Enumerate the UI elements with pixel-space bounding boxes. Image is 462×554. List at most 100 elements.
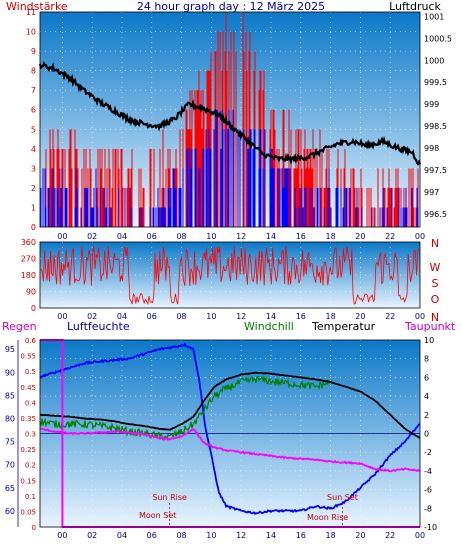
compass-label: N (431, 237, 439, 250)
right-tick-label: 996.5 (424, 210, 447, 219)
temp-tick-label: -10 (424, 523, 437, 532)
rain-tick-label: 0.1 (25, 493, 36, 501)
wind-direction-series (40, 245, 420, 306)
x-tick-label: 10 (206, 531, 216, 540)
x-tick-label: 00 (57, 531, 67, 540)
left-tick-label: 2 (31, 184, 36, 193)
x-tick-label: 10 (206, 232, 216, 241)
x-tick-label: 14 (266, 232, 276, 241)
x-tick-label: 20 (355, 232, 365, 241)
left-tick-label: 8 (31, 67, 36, 76)
annotation-label: Sun Rise (152, 493, 187, 502)
y-tick-label: 180 (21, 271, 36, 280)
humidity-tick-label: 85 (5, 391, 15, 400)
header-title: 24 hour graph day : 12 März 2025 (137, 0, 325, 13)
right-tick-label: 999 (424, 100, 439, 109)
annotation-label: Moon Rise (307, 513, 348, 522)
x-tick-label: 00 (57, 312, 67, 321)
windchill-series (39, 375, 331, 441)
humidity-tick-label: 70 (5, 461, 15, 470)
rain-tick-label: 0.05 (20, 508, 36, 516)
left-tick-label: 0 (31, 223, 36, 232)
x-tick-label: 02 (87, 531, 97, 540)
y-tick-label: 0 (31, 304, 36, 313)
compass-label: N (431, 311, 439, 324)
x-tick-label: 16 (296, 232, 306, 241)
x-tick-label: 12 (236, 531, 246, 540)
x-tick-label: 22 (385, 232, 395, 241)
x-tick-label: 14 (266, 531, 276, 540)
right-tick-label: 999.5 (424, 78, 447, 87)
temp-tick-label: -4 (424, 467, 432, 476)
left-tick-label: 7 (31, 86, 36, 95)
x-tick-label: 20 (355, 312, 365, 321)
rain-tick-label: 0.55 (20, 353, 36, 361)
legend-temperatur: Temperatur (311, 320, 376, 333)
temp-tick-label: 4 (424, 392, 429, 401)
temp-tick-label: -8 (424, 504, 432, 513)
left-tick-label: 1 (31, 203, 36, 212)
humidity-tick-label: 90 (5, 368, 15, 377)
wind-pressure-frame (39, 11, 421, 228)
rain-tick-label: 0 (32, 524, 36, 532)
x-tick-label: 16 (296, 531, 306, 540)
compass-label: W (430, 261, 441, 274)
x-tick-label: 04 (117, 531, 127, 540)
temp-humidity-frame (39, 339, 421, 528)
rain-tick-label: 0.3 (25, 431, 36, 439)
x-tick-label: 08 (176, 312, 186, 321)
temp-tick-label: -6 (424, 486, 432, 495)
left-tick-label: 5 (31, 125, 36, 134)
legend-luftfeuchte: Luftfeuchte (67, 320, 130, 333)
x-tick-label: 06 (147, 232, 157, 241)
y-tick-label: 270 (21, 255, 36, 264)
rain-tick-label: 0.15 (20, 477, 36, 485)
wind-direction-line (40, 245, 420, 306)
x-tick-label: 12 (236, 232, 246, 241)
temp-tick-label: 10 (424, 336, 434, 345)
x-tick-label: 00 (57, 232, 67, 241)
dewpoint-series (39, 427, 421, 473)
temp-tick-label: 0 (424, 430, 429, 439)
left-tick-label: 11 (26, 8, 36, 17)
left-tick-label: 9 (31, 47, 36, 56)
y-tick-label: 90 (26, 288, 36, 297)
x-tick-label: 08 (176, 531, 186, 540)
x-tick-label: 10 (206, 312, 216, 321)
right-tick-label: 998.5 (424, 122, 447, 131)
annotation-label: Moon Set (139, 511, 176, 520)
x-tick-label: 02 (87, 312, 97, 321)
x-tick-label: 00 (415, 312, 425, 321)
x-tick-label: 18 (325, 531, 335, 540)
x-tick-label: 06 (147, 312, 157, 321)
wind-direction-frame (39, 241, 421, 309)
x-tick-label: 20 (355, 531, 365, 540)
x-tick-label: 14 (266, 312, 276, 321)
wind-bars (40, 12, 419, 227)
compass-label: S (432, 277, 439, 290)
temp-tick-label: 2 (424, 411, 429, 420)
rain-tick-label: 0.6 (25, 337, 37, 345)
left-tick-label: 4 (31, 145, 36, 154)
x-tick-label: 04 (117, 232, 127, 241)
left-tick-label: 6 (31, 106, 36, 115)
x-tick-label: 02 (87, 232, 97, 241)
x-tick-label: 08 (176, 232, 186, 241)
astro-annotations: Sun Rise Moon Set Sun Set Moon Rise (139, 493, 358, 527)
humidity-series (39, 342, 421, 516)
x-tick-label: 18 (325, 232, 335, 241)
humidity-tick-label: 60 (5, 507, 15, 516)
annotation-label: Sun Set (327, 493, 358, 502)
x-tick-label: 00 (415, 232, 425, 241)
rain-tick-label: 0.35 (20, 415, 36, 423)
legend-regen: Regen (2, 320, 37, 333)
y-tick-label: 360 (21, 238, 36, 247)
rain-tick-label: 0.5 (25, 368, 36, 376)
temp-tick-label: -2 (424, 448, 432, 457)
legend-windchill: Windchill (244, 320, 294, 333)
temp-tick-label: 8 (424, 355, 429, 364)
wind-pressure-axes: 01234567891011996.5997997.5998998.599999… (26, 8, 452, 241)
right-tick-label: 1001 (424, 12, 444, 21)
x-tick-label: 04 (117, 312, 127, 321)
